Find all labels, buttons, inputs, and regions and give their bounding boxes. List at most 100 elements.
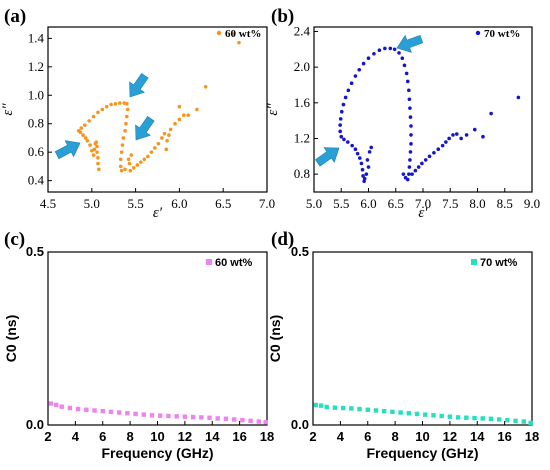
y-tick-label: 0.0 <box>26 417 44 432</box>
data-point <box>158 413 163 418</box>
data-point <box>324 404 329 410</box>
data-point <box>87 119 91 123</box>
data-point <box>447 136 451 141</box>
data-point <box>132 166 136 170</box>
data-point <box>353 74 358 78</box>
data-point <box>488 416 494 421</box>
data-point <box>353 147 358 151</box>
panel-label-d: (d) <box>271 229 294 250</box>
arrow-icon <box>314 147 340 167</box>
data-point <box>119 150 124 154</box>
data-point <box>366 165 371 169</box>
data-point <box>81 133 85 137</box>
data-point <box>436 147 441 151</box>
data-point <box>109 102 113 107</box>
data-point <box>338 123 342 127</box>
y-axis-label: C0 (ns) <box>267 315 283 362</box>
data-point <box>177 117 182 122</box>
data-point <box>339 109 344 114</box>
data-point <box>409 124 413 128</box>
data-point <box>223 416 229 421</box>
data-point <box>166 413 171 419</box>
x-tick-label: 12 <box>178 429 192 444</box>
x-tick-label: 5.5 <box>333 196 349 211</box>
data-point <box>123 129 127 133</box>
data-point <box>472 415 477 421</box>
data-point <box>96 161 100 166</box>
data-point <box>126 157 131 162</box>
data-point <box>408 106 412 110</box>
x-tick-label: 18 <box>260 429 274 444</box>
plot-frame <box>312 251 533 426</box>
data-point <box>182 414 188 419</box>
x-tick-label: 8 <box>127 429 134 444</box>
data-point <box>451 133 455 137</box>
data-point <box>177 104 182 109</box>
x-axis-label: Frequency (GHz) <box>101 445 213 461</box>
data-point <box>95 144 99 149</box>
data-point <box>357 406 362 412</box>
data-point <box>96 156 100 160</box>
data-point <box>160 136 164 140</box>
data-point <box>409 142 413 146</box>
data-point <box>364 172 369 176</box>
x-tick-label: 5.0 <box>84 196 100 211</box>
chart-d: 2 4 6 8 10 12 14 16 18 0.0 0.5 Frequency (GHz) C0 (n… <box>267 244 539 461</box>
x-axis-label: Frequency (GHz) <box>366 445 478 461</box>
data-point <box>360 167 365 172</box>
data-point <box>410 172 414 176</box>
data-point <box>357 68 362 72</box>
data-point <box>125 411 130 416</box>
data-point <box>319 403 324 408</box>
data-point <box>427 154 432 159</box>
data-point <box>256 419 261 424</box>
x-tick-label: 16 <box>232 429 246 444</box>
x-tick-label: 2 <box>44 429 51 444</box>
data-point <box>440 143 445 148</box>
data-point <box>164 147 169 152</box>
data-point <box>91 114 96 119</box>
x-axis-label: ε′ <box>153 205 163 221</box>
x-tick-label: 4.5 <box>40 196 56 211</box>
data-point <box>149 150 154 154</box>
data-point <box>416 165 421 169</box>
data-point <box>342 137 346 142</box>
data-point <box>92 408 97 413</box>
y-tick-label: 0.6 <box>28 144 45 159</box>
data-point <box>67 405 73 411</box>
plot-frame <box>47 26 268 193</box>
data-point <box>401 172 406 176</box>
data-point <box>76 129 81 133</box>
x-tick-label: 5.5 <box>127 196 143 211</box>
data-point <box>83 136 88 140</box>
data-point <box>432 150 436 155</box>
x-tick-label: 6.0 <box>360 196 376 211</box>
data-point <box>365 407 370 412</box>
data-point <box>93 141 98 146</box>
data-point <box>338 129 342 134</box>
data-point <box>121 136 126 140</box>
data-point <box>414 411 420 417</box>
data-point <box>97 167 101 172</box>
data-point <box>464 415 469 420</box>
data-point <box>100 107 105 112</box>
data-point <box>402 63 407 68</box>
data-point <box>496 417 502 422</box>
data-point <box>48 401 53 406</box>
data-point <box>248 418 253 424</box>
data-point <box>108 409 114 415</box>
x-tick-label: 7.0 <box>259 196 275 211</box>
data-point <box>343 95 348 100</box>
data-point <box>118 164 123 169</box>
data-point <box>96 110 100 115</box>
x-tick-label: 14 <box>470 429 485 444</box>
x-tick-label: 8.5 <box>497 196 513 211</box>
data-point <box>413 168 418 173</box>
legend-label: 60 wt% <box>215 257 253 269</box>
data-point <box>149 413 155 418</box>
data-point <box>345 140 350 144</box>
x-tick-label: 7.0 <box>415 196 431 211</box>
data-point <box>454 132 459 136</box>
data-point <box>92 147 97 152</box>
data-point <box>118 157 123 162</box>
